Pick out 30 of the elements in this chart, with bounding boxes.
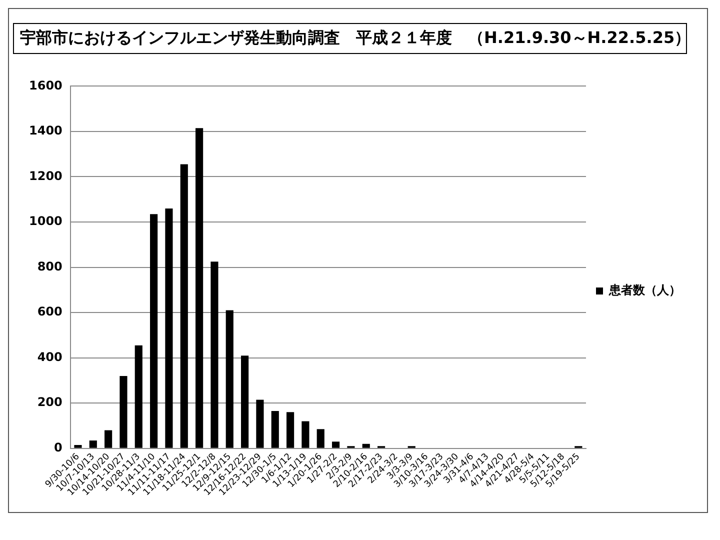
- bar: [302, 421, 310, 448]
- bar: [241, 356, 249, 448]
- bar: [226, 310, 234, 448]
- y-tick-label: 1000: [28, 214, 62, 228]
- bar: [150, 214, 158, 448]
- y-tick-label: 800: [37, 259, 62, 274]
- bar: [104, 430, 112, 448]
- bar: [362, 444, 370, 448]
- y-tick-label: 200: [37, 395, 62, 410]
- bar: [165, 208, 173, 448]
- bar: [134, 345, 142, 448]
- chart-title: 宇部市におけるインフルエンザ発生動向調査 平成２１年度 （H.21.9.30～H.22.5.25）: [19, 27, 691, 49]
- y-tick-label: 1400: [28, 124, 62, 138]
- bar: [120, 376, 128, 448]
- bar: [316, 429, 324, 448]
- bar: [332, 442, 340, 448]
- bar: [74, 444, 82, 448]
- y-tick-label: 400: [37, 350, 62, 364]
- bar: [210, 262, 218, 448]
- bar: [271, 411, 279, 448]
- legend-label: 患者数（人）: [608, 283, 681, 298]
- bar: [256, 400, 264, 448]
- y-tick-label: 600: [37, 304, 62, 319]
- bar: [286, 412, 294, 448]
- y-tick-label: 0: [54, 440, 62, 455]
- bar: [196, 128, 204, 448]
- y-tick-label: 1200: [28, 168, 62, 183]
- bar: [89, 440, 97, 448]
- y-tick-label: 1600: [28, 78, 62, 92]
- bar: [180, 164, 188, 448]
